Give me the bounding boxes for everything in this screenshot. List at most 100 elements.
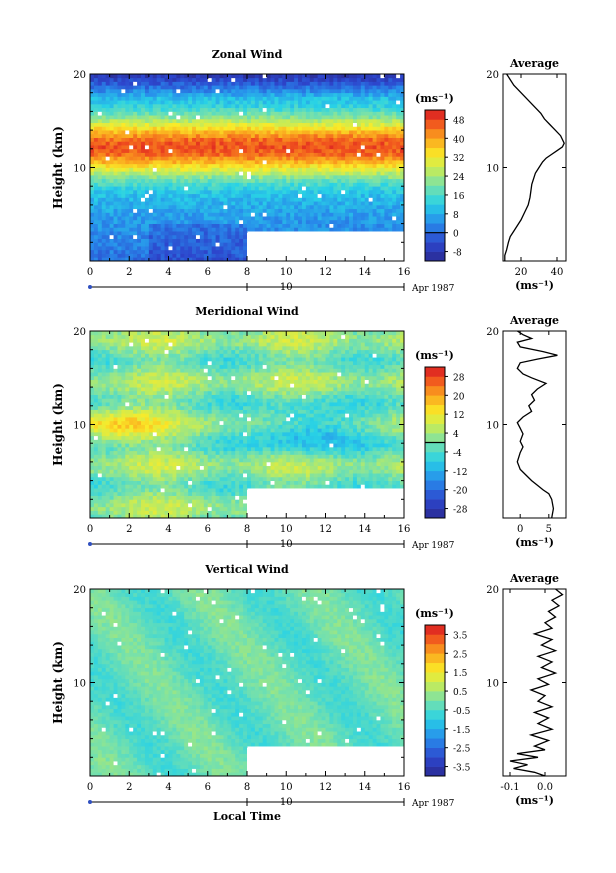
heatmap-cell — [266, 189, 271, 195]
heatmap-cell — [141, 469, 146, 474]
heatmap-cell — [211, 74, 217, 79]
heatmap-cell — [148, 465, 154, 470]
heatmap-cell — [372, 85, 377, 90]
heatmap-cell — [219, 193, 224, 198]
heatmap-cell — [90, 111, 95, 116]
heatmap-cell — [152, 368, 158, 373]
heatmap-cell — [219, 182, 224, 187]
heatmap-cell — [321, 189, 326, 195]
heatmap-cell — [117, 491, 122, 496]
heatmap-cell — [294, 122, 299, 127]
heatmap-cell — [270, 152, 275, 157]
heatmap-cell — [258, 152, 264, 157]
heatmap-cell — [349, 137, 354, 142]
heatmap-cell — [286, 212, 291, 217]
heatmap-cell — [125, 476, 130, 481]
heatmap-cell — [129, 394, 134, 399]
heatmap-cell — [341, 122, 346, 127]
heatmap-cell — [113, 156, 118, 161]
heatmap-cell — [176, 364, 181, 369]
heatmap-cell — [199, 257, 205, 262]
heatmap-cell — [274, 201, 279, 206]
heatmap-cell — [392, 145, 397, 150]
heatmap-cell — [137, 443, 142, 448]
heatmap-cell — [144, 443, 150, 448]
heatmap-cell — [160, 435, 165, 440]
heatmap-cell — [301, 171, 307, 176]
heatmap-cell — [176, 201, 181, 206]
heatmap-cell — [117, 204, 122, 210]
heatmap-cell — [109, 398, 114, 403]
heatmap-cell — [286, 118, 291, 124]
heatmap-cell — [97, 107, 103, 112]
heatmap-cell — [341, 178, 346, 183]
heatmap-cell — [266, 156, 271, 161]
heatmap-cell — [337, 103, 342, 109]
heatmap-cell — [290, 103, 295, 109]
heatmap-cell — [105, 174, 111, 180]
heatmap-cell — [341, 133, 346, 138]
heatmap-cell — [180, 439, 185, 444]
heatmap-cell — [235, 137, 240, 142]
heatmap-cell — [93, 246, 99, 251]
heatmap-cell — [97, 473, 103, 478]
heatmap-cell — [400, 92, 405, 97]
colorbar-tick-label: 32 — [453, 154, 464, 164]
heatmap-cell — [352, 85, 358, 90]
heatmap-cell — [384, 118, 389, 124]
heatmap-cell — [105, 503, 111, 508]
heatmap-cell — [113, 428, 118, 433]
heatmap-cell — [168, 174, 173, 180]
heatmap-cell — [243, 216, 248, 221]
heatmap-cell — [400, 118, 405, 124]
heatmap-cell — [152, 465, 158, 470]
heatmap-cell — [360, 156, 366, 161]
heatmap-cell — [305, 208, 311, 213]
heatmap-cell — [93, 130, 99, 135]
heatmap-cell — [137, 417, 142, 422]
heatmap-cell — [337, 118, 342, 124]
heatmap-cell — [156, 379, 162, 384]
heatmap-cell — [298, 141, 303, 146]
heatmap-cell — [372, 122, 377, 127]
heatmap-cell — [270, 193, 275, 198]
heatmap-cell — [133, 171, 138, 176]
heatmap-cell — [90, 353, 95, 358]
colorbar-segment — [425, 138, 445, 149]
heatmap-cell — [180, 167, 185, 172]
colorbar-tick-label: 40 — [453, 135, 465, 145]
heatmap-cell — [156, 338, 162, 343]
heatmap-cell — [164, 193, 169, 198]
heatmap-cell — [121, 238, 126, 243]
heatmap-cell — [144, 253, 150, 258]
heatmap-cell — [372, 223, 377, 228]
heatmap-cell — [148, 435, 154, 440]
heatmap-cell — [101, 476, 107, 481]
heatmap-cell — [352, 137, 358, 142]
heatmap-cell — [286, 77, 291, 82]
heatmap-cell — [137, 431, 142, 437]
heatmap-cell — [105, 223, 111, 228]
heatmap-cell — [172, 476, 177, 481]
heatmap-cell — [199, 234, 205, 239]
heatmap-cell — [121, 469, 126, 474]
heatmap-cell — [152, 345, 158, 351]
heatmap-cell — [105, 81, 111, 86]
heatmap-cell — [243, 257, 248, 262]
heatmap-cell — [180, 499, 185, 504]
heatmap-cell — [211, 227, 217, 232]
heatmap-cell — [129, 249, 134, 254]
heatmap-cell — [148, 405, 154, 410]
heatmap-cell — [203, 227, 209, 232]
heatmap-cell — [105, 379, 111, 384]
heatmap-cell — [258, 189, 264, 195]
heatmap-cell — [231, 219, 236, 224]
heatmap-cell — [352, 111, 358, 116]
heatmap-cell — [231, 111, 236, 116]
heatmap-cell — [105, 405, 111, 410]
heatmap-cell — [195, 171, 201, 176]
heatmap-cell — [337, 216, 342, 221]
heatmap-cell — [333, 74, 338, 79]
heatmap-cell — [105, 96, 111, 101]
heatmap-cell — [286, 160, 291, 165]
